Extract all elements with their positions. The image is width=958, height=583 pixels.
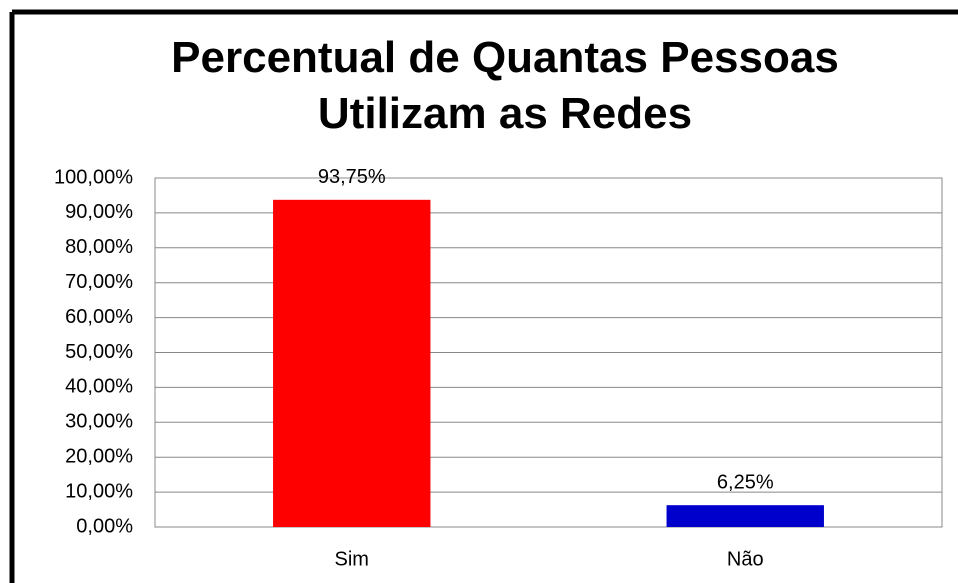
bar bbox=[273, 199, 431, 527]
x-tick-label: Sim bbox=[335, 548, 369, 570]
value-label: 93,75% bbox=[318, 166, 386, 188]
chart-title: Percentual de Quantas Pessoas Utilizam a… bbox=[171, 33, 839, 138]
y-tick-label: 30,00% bbox=[65, 411, 133, 433]
y-tick-label: 10,00% bbox=[65, 480, 133, 502]
bar bbox=[666, 505, 824, 527]
y-tick-label: 70,00% bbox=[65, 271, 133, 293]
y-tick-label: 90,00% bbox=[65, 201, 133, 223]
y-tick-label: 20,00% bbox=[65, 445, 133, 467]
y-tick-label: 60,00% bbox=[65, 306, 133, 328]
value-label: 6,25% bbox=[717, 471, 774, 493]
y-tick-label: 100,00% bbox=[54, 166, 133, 188]
y-tick-label: 80,00% bbox=[65, 236, 133, 258]
x-tick-label: Não bbox=[727, 548, 764, 570]
y-tick-label: 0,00% bbox=[76, 515, 133, 537]
y-tick-label: 40,00% bbox=[65, 376, 133, 398]
y-tick-label: 50,00% bbox=[65, 341, 133, 363]
